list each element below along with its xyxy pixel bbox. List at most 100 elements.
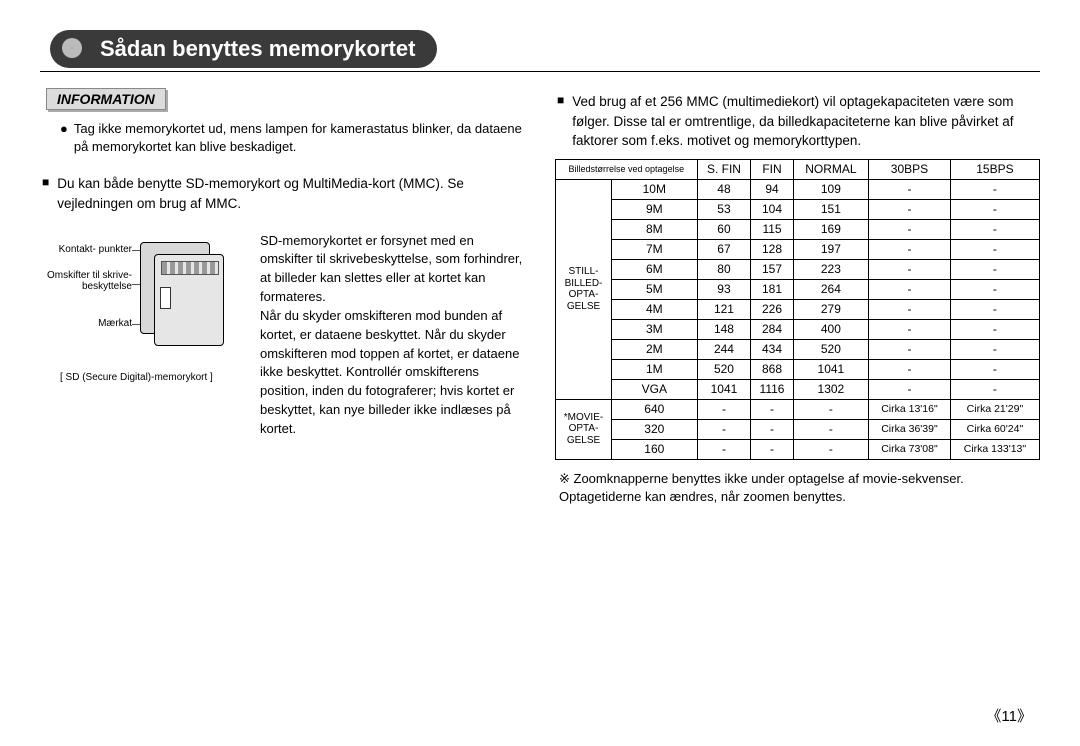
table-row: 6M80157223-- (556, 259, 1040, 279)
left-bullet-text: Du kan både benytte SD-memorykort og Mul… (57, 174, 525, 213)
cell-b15: - (950, 299, 1039, 319)
table-header-row: Billedstørrelse ved optagelse S. FIN FIN… (556, 159, 1040, 179)
bullet-dot-icon: ● (60, 120, 68, 156)
cell-fin: 104 (751, 199, 793, 219)
table-row: 8M60115169-- (556, 219, 1040, 239)
cell-fin: - (751, 439, 793, 459)
information-box: INFORMATION ● Tag ikke memorykortet ud, … (46, 88, 525, 156)
rowgroup-movie: *MOVIE- OPTA- GELSE (556, 399, 612, 459)
cell-b30: - (869, 379, 951, 399)
two-column-layout: INFORMATION ● Tag ikke memorykortet ud, … (40, 88, 1040, 506)
cell-b30: - (869, 219, 951, 239)
sd-caption: [ SD (Secure Digital)-memorykort ] (60, 372, 213, 383)
cell-fin: - (751, 399, 793, 419)
cell-normal: 520 (793, 339, 868, 359)
label-contacts: Kontakt- punkter (59, 244, 132, 255)
page-number: 《11》 (986, 705, 1032, 726)
right-capacity-bullet: ■ Ved brug af et 256 MMC (multimediekort… (557, 92, 1040, 151)
cell-normal: - (793, 419, 868, 439)
table-row: VGA104111161302-- (556, 379, 1040, 399)
label-sticker: Mærkat (98, 318, 132, 329)
cell-b30: - (869, 259, 951, 279)
cell-sfin: - (697, 399, 751, 419)
cell-b30: - (869, 279, 951, 299)
left-sd-mmc-bullet: ■ Du kan både benytte SD-memorykort og M… (42, 174, 525, 213)
cell-normal: - (793, 399, 868, 419)
right-bullet-text: Ved brug af et 256 MMC (multimediekort) … (572, 92, 1040, 151)
square-bullet-icon: ■ (557, 92, 564, 151)
cell-sfin: 60 (697, 219, 751, 239)
cell-size: 640 (612, 399, 698, 419)
cell-size: 160 (612, 439, 698, 459)
cell-normal: - (793, 439, 868, 459)
th-normal: NORMAL (793, 159, 868, 179)
sd-diagram-row: Kontakt- punkter Omskifter til skrive- b… (40, 232, 525, 439)
cell-size: 6M (612, 259, 698, 279)
cell-normal: 197 (793, 239, 868, 259)
cell-b15: - (950, 359, 1039, 379)
cell-b15: - (950, 239, 1039, 259)
cell-b30: - (869, 359, 951, 379)
information-heading: INFORMATION (46, 88, 166, 110)
cell-size: 9M (612, 199, 698, 219)
cell-b30: - (869, 299, 951, 319)
table-row: 2M244434520-- (556, 339, 1040, 359)
cell-b30: - (869, 319, 951, 339)
cell-sfin: 1041 (697, 379, 751, 399)
table-row: 160---Cirka 73'08"Cirka 133'13" (556, 439, 1040, 459)
table-row: *MOVIE- OPTA- GELSE640---Cirka 13'16"Cir… (556, 399, 1040, 419)
cell-sfin: 520 (697, 359, 751, 379)
sd-card-icon (140, 242, 222, 352)
cell-b15: - (950, 319, 1039, 339)
th-30bps: 30BPS (869, 159, 951, 179)
cell-b15: - (950, 379, 1039, 399)
sd-card-diagram: Kontakt- punkter Omskifter til skrive- b… (40, 232, 240, 412)
cell-fin: 94 (751, 179, 793, 199)
title-dot-icon (62, 38, 82, 58)
cell-fin: 868 (751, 359, 793, 379)
cell-fin: 157 (751, 259, 793, 279)
rowgroup-still: STILL- BILLED- OPTA- GELSE (556, 179, 612, 399)
cell-size: 1M (612, 359, 698, 379)
cell-b15: Cirka 60'24" (950, 419, 1039, 439)
cell-sfin: 67 (697, 239, 751, 259)
cell-fin: 128 (751, 239, 793, 259)
info-bullet: ● Tag ikke memorykortet ud, mens lampen … (60, 120, 525, 156)
cell-size: 320 (612, 419, 698, 439)
table-row: 1M5208681041-- (556, 359, 1040, 379)
card-front (154, 254, 224, 346)
cell-normal: 223 (793, 259, 868, 279)
cell-b30: Cirka 73'08" (869, 439, 951, 459)
th-size: Billedstørrelse ved optagelse (556, 159, 698, 179)
cell-fin: 181 (751, 279, 793, 299)
cell-b15: Cirka 133'13" (950, 439, 1039, 459)
cell-sfin: 53 (697, 199, 751, 219)
table-row: STILL- BILLED- OPTA- GELSE10M4894109-- (556, 179, 1040, 199)
sd-description-text: SD-memorykortet er forsynet med en omski… (260, 232, 525, 439)
th-15bps: 15BPS (950, 159, 1039, 179)
cell-b15: - (950, 279, 1039, 299)
cell-fin: 434 (751, 339, 793, 359)
cell-fin: 226 (751, 299, 793, 319)
cell-b30: - (869, 179, 951, 199)
label-switch: Omskifter til skrive- beskyttelse (40, 270, 132, 292)
title-underline (40, 71, 1040, 72)
cell-normal: 279 (793, 299, 868, 319)
cell-b15: - (950, 179, 1039, 199)
cell-b30: - (869, 199, 951, 219)
cell-normal: 109 (793, 179, 868, 199)
cell-size: 3M (612, 319, 698, 339)
page-title: Sådan benyttes memorykortet (50, 30, 437, 68)
info-bullet-text: Tag ikke memorykortet ud, mens lampen fo… (74, 120, 525, 156)
table-row: 4M121226279-- (556, 299, 1040, 319)
cell-sfin: 93 (697, 279, 751, 299)
cell-b15: - (950, 259, 1039, 279)
cell-normal: 1302 (793, 379, 868, 399)
cell-sfin: 80 (697, 259, 751, 279)
cell-sfin: 48 (697, 179, 751, 199)
cell-normal: 169 (793, 219, 868, 239)
table-row: 5M93181264-- (556, 279, 1040, 299)
cell-fin: 1116 (751, 379, 793, 399)
cell-b15: - (950, 339, 1039, 359)
capacity-table: Billedstørrelse ved optagelse S. FIN FIN… (555, 159, 1040, 460)
